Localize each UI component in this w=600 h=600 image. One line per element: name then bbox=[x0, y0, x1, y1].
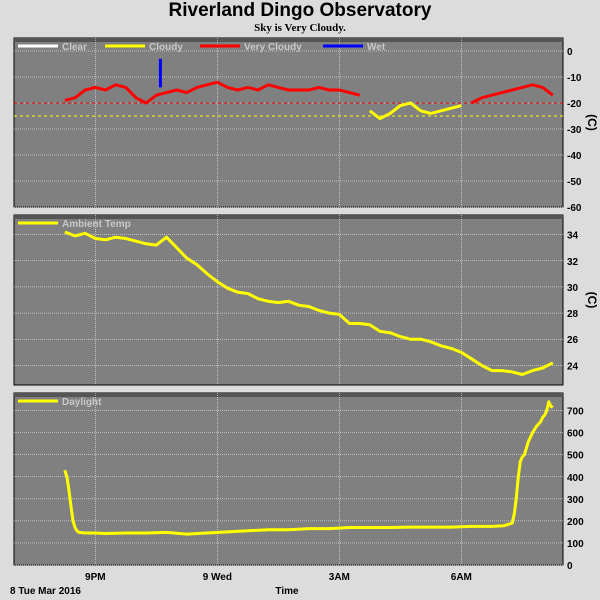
plot-header-bar bbox=[14, 215, 563, 219]
plot-area bbox=[13, 392, 564, 566]
sky-status: Sky is Very Cloudy. bbox=[254, 22, 346, 34]
chart-panel-1: 0 -10 -20 -30 -40 -50 -60 (C) Clear Cloudy Very Cl… bbox=[13, 37, 599, 214]
date-label: 8 Tue Mar 2016 bbox=[10, 586, 81, 597]
legend-label: Cloudy bbox=[149, 42, 183, 53]
y-tick-label: -60 bbox=[567, 203, 582, 214]
x-tick-label: 9 Wed bbox=[203, 572, 232, 583]
plot-area bbox=[13, 37, 564, 208]
series-line-daylight bbox=[63, 400, 554, 536]
y-tick-label: -10 bbox=[567, 73, 582, 84]
x-axis-label: Time bbox=[275, 586, 299, 597]
y-tick-label: 30 bbox=[567, 283, 579, 294]
legend-label: Clear bbox=[62, 42, 87, 53]
y-tick-label: 26 bbox=[567, 335, 579, 346]
y-tick-label: 100 bbox=[567, 539, 584, 550]
y-tick-label: 34 bbox=[567, 231, 579, 242]
y-tick-label: -20 bbox=[567, 99, 582, 110]
y-tick-label: 300 bbox=[567, 495, 584, 506]
x-tick-label: 9PM bbox=[85, 572, 106, 583]
plot-header-bar bbox=[14, 38, 563, 42]
y-tick-label: 32 bbox=[567, 257, 579, 268]
y-axis-label: (C) bbox=[585, 114, 599, 131]
series-line-ambient-temp bbox=[64, 230, 554, 376]
y-tick-label: -30 bbox=[567, 125, 582, 136]
y-tick-label: 28 bbox=[567, 309, 579, 320]
y-tick-label: 700 bbox=[567, 407, 584, 418]
y-tick-label: 400 bbox=[567, 473, 584, 484]
y-tick-label: -50 bbox=[567, 177, 582, 188]
y-tick-label: 200 bbox=[567, 517, 584, 528]
x-tick-label: 6AM bbox=[451, 572, 472, 583]
y-tick-label: 0 bbox=[567, 561, 573, 572]
chart-panel-3: 700 600 500 400 300 200 100 0 Daylight 9PM 9 Wed 3A… bbox=[13, 392, 584, 583]
plot-header-bar bbox=[14, 393, 563, 397]
page-title: Riverland Dingo Observatory bbox=[168, 0, 432, 21]
y-tick-label: 0 bbox=[567, 47, 573, 58]
y-tick-label: 600 bbox=[567, 429, 584, 440]
y-axis-label: (C) bbox=[585, 292, 599, 309]
y-tick-label: 500 bbox=[567, 451, 584, 462]
legend-label: Very Cloudy bbox=[244, 42, 302, 53]
series-line-cloudy bbox=[368, 101, 462, 121]
series-line-very-cloudy bbox=[64, 80, 554, 105]
x-tick-label: 3AM bbox=[329, 572, 350, 583]
legend-label: Ambient Temp bbox=[62, 219, 131, 230]
y-tick-label: 24 bbox=[567, 361, 579, 372]
legend-label: Wet bbox=[367, 42, 386, 53]
chart-panel-2: 34 32 30 28 26 24 (C) Ambient Temp bbox=[13, 214, 599, 386]
legend-label: Daylight bbox=[62, 397, 102, 408]
y-tick-label: -40 bbox=[567, 151, 582, 162]
